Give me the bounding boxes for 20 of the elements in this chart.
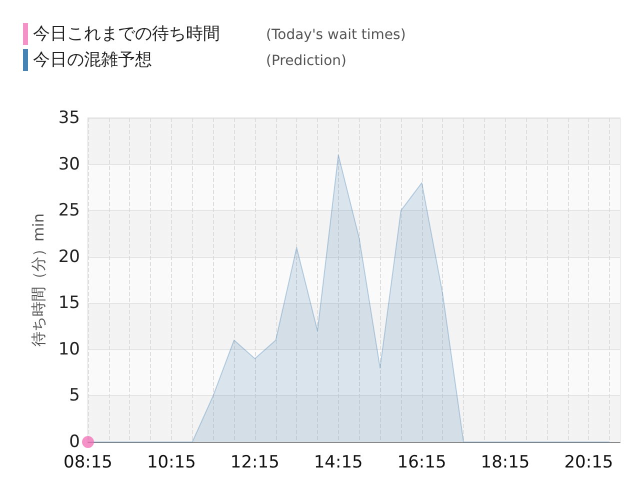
y-tick-label: 30 <box>58 154 80 174</box>
legend-label: 今日の混雑予想 <box>33 50 152 70</box>
x-tick-label: 20:15 <box>564 452 614 472</box>
y-tick-label: 5 <box>69 386 80 406</box>
x-tick-label: 12:15 <box>230 452 280 472</box>
text: (Today's wait times) <box>266 27 406 43</box>
x-tick-label: 16:15 <box>397 452 446 472</box>
y-tick-label: 20 <box>58 246 80 267</box>
text: (Prediction) <box>266 53 346 69</box>
y-axis-title: 待ち時間（分）min <box>30 213 48 347</box>
legend-label: 今日これまでの待ち時間 <box>33 24 220 44</box>
y-tick-label: 35 <box>58 108 80 128</box>
y-tick-label: 10 <box>58 339 80 360</box>
x-tick-label: 18:15 <box>480 452 530 472</box>
y-tick-label: 15 <box>58 293 80 314</box>
y-tick-label: 0 <box>69 432 80 452</box>
y-tick-label: 25 <box>58 200 80 221</box>
x-tick-label: 08:15 <box>64 452 112 472</box>
x-tick-label: 10:15 <box>146 452 196 472</box>
x-tick-label: 14:15 <box>314 452 363 472</box>
